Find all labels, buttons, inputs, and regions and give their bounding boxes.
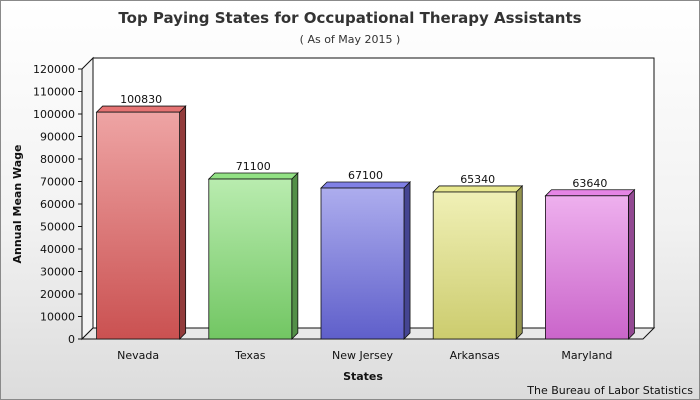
y-tick-label: 70000 (40, 176, 75, 189)
bar-value-label: 65340 (460, 173, 495, 186)
x-tick-label: Maryland (561, 349, 612, 362)
y-tick-label: 10000 (40, 311, 75, 324)
chart-subtitle: ( As of May 2015 ) (300, 33, 401, 46)
y-tick-label: 80000 (40, 153, 75, 166)
bar-side (179, 105, 187, 340)
bar-side (515, 184, 523, 340)
y-tick-label: 30000 (40, 266, 75, 279)
bar-value-label: 100830 (120, 93, 162, 106)
bar-value-label: 63640 (572, 177, 607, 190)
y-tick-label: 100000 (33, 108, 75, 121)
bar-value-label: 67100 (348, 169, 383, 182)
plot-side-wall (81, 56, 94, 341)
y-tick-label: 60000 (40, 198, 75, 211)
bar-maryland: 63640 (544, 177, 636, 340)
y-tick-label: 90000 (40, 131, 75, 144)
bar-front (432, 191, 517, 340)
y-tick-label: 20000 (40, 288, 75, 301)
bar-new-jersey: 67100 (320, 169, 412, 340)
bar-side (291, 172, 299, 340)
bar-side (628, 188, 635, 340)
y-axis-ticks: 0 10000 20000 30000 40000 50000 60000 70000 8000… (33, 63, 82, 346)
x-axis-title: States (343, 370, 383, 383)
bar-front (208, 178, 293, 340)
bar-front (320, 187, 405, 340)
x-tick-label: New Jersey (332, 349, 394, 362)
x-tick-label: Texas (234, 349, 266, 362)
y-tick-label: 0 (68, 333, 75, 346)
chart-title: Top Paying States for Occupational Thera… (118, 9, 581, 27)
y-tick-label: 50000 (40, 221, 75, 234)
bar-top (320, 181, 412, 189)
bar-top (95, 105, 187, 113)
bar-nevada: 100830 (95, 93, 187, 340)
bar-texas: 71100 (207, 160, 299, 340)
bar-top (544, 189, 636, 197)
bar-front (545, 195, 629, 340)
source-note: The Bureau of Labor Statistics (526, 384, 693, 397)
bar-arkansas: 65340 (432, 173, 524, 340)
x-tick-label: Arkansas (450, 349, 500, 362)
y-axis-title: Annual Mean Wage (11, 144, 24, 263)
x-axis-ticks: Nevada Texas New Jersey Arkansas Maryland (117, 349, 612, 362)
y-tick-label: 120000 (33, 63, 75, 76)
bar-front (96, 111, 180, 340)
x-tick-label: Nevada (117, 349, 159, 362)
bar-side (403, 181, 411, 340)
y-tick-label: 110000 (33, 86, 75, 99)
bars: 100830 71100 67100 65340 63640 (95, 93, 636, 340)
bar-value-label: 71100 (236, 160, 271, 173)
bar-top (432, 185, 524, 193)
bar-top (207, 172, 299, 180)
y-tick-label: 40000 (40, 243, 75, 256)
